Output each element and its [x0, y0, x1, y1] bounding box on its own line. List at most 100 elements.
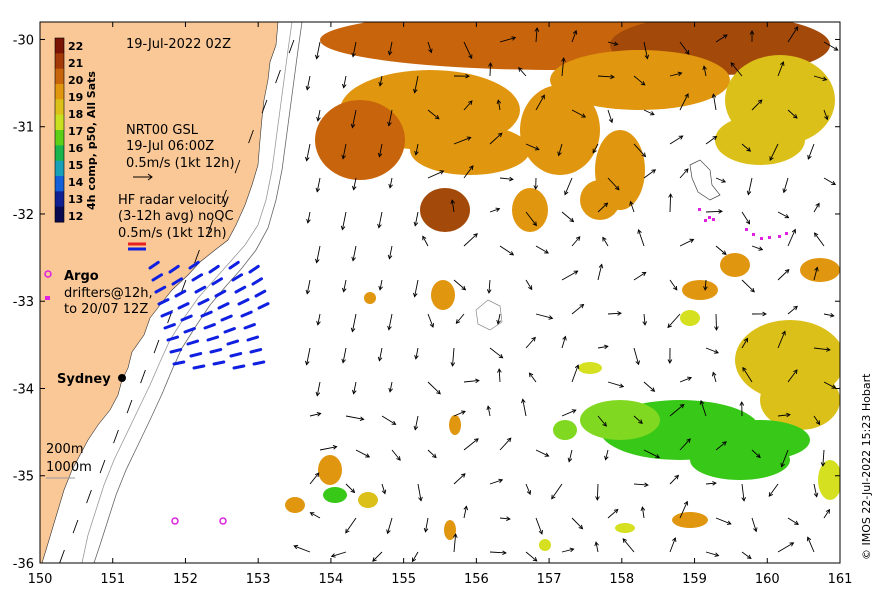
current-arrow: [679, 41, 690, 55]
current-arrow: [234, 159, 241, 174]
current-arrow: [730, 62, 743, 77]
colorbar-tick-label: 13: [68, 193, 83, 206]
current-arrow: [571, 517, 583, 529]
current-arrow: [381, 415, 396, 425]
current-arrow: [813, 75, 827, 81]
current-arrowhead: [784, 214, 790, 219]
argo-float: [171, 517, 179, 525]
colorbar-segment: [55, 114, 64, 131]
current-arrowhead: [642, 321, 648, 326]
current-arrow: [669, 537, 676, 553]
current-arrowhead: [603, 344, 609, 350]
gsl-scale: 0.5m/s (1kt 12h): [126, 156, 235, 171]
hf-vector: [203, 323, 216, 330]
colorbar-segment: [55, 84, 64, 100]
current-arrow: [388, 109, 393, 126]
current-arrowhead: [575, 236, 581, 241]
current-arrow: [787, 26, 799, 43]
current-arrow: [425, 517, 429, 532]
current-arrowhead: [750, 287, 755, 293]
current-arrow: [823, 313, 834, 317]
current-arrowhead: [468, 100, 473, 106]
isobath-200m: [81, 22, 293, 563]
current-arrowhead: [381, 489, 387, 495]
lat-tick-label: -33: [13, 295, 34, 310]
current-arrowhead: [721, 250, 727, 255]
current-arrow: [679, 377, 692, 383]
current-arrowhead: [506, 516, 511, 521]
current-arrow: [571, 364, 579, 383]
current-arrow: [597, 75, 614, 78]
current-arrowhead: [831, 180, 837, 186]
current-arrowhead: [475, 378, 480, 384]
hf-vector: [192, 364, 206, 370]
sst-patch: [682, 280, 718, 300]
current-arrowhead: [578, 524, 584, 530]
current-arrow: [561, 211, 574, 222]
hf-vector: [214, 289, 227, 298]
current-arrow: [525, 337, 536, 349]
current-arrow: [59, 549, 65, 563]
current-arrowhead: [793, 305, 798, 311]
current-arrow: [489, 347, 503, 359]
seamount-outline: [475, 299, 503, 331]
current-arrowhead: [548, 315, 554, 320]
current-arrow: [715, 34, 728, 43]
current-arrow: [597, 415, 607, 427]
current-arrowhead: [677, 71, 683, 77]
current-arrow: [489, 132, 503, 145]
current-arrowhead: [674, 474, 680, 480]
depth-1000-label: 1000m: [46, 460, 92, 475]
current-arrow: [86, 489, 92, 504]
current-arrowhead: [305, 85, 311, 91]
current-arrowhead: [496, 99, 502, 105]
current-arrowhead: [712, 135, 718, 141]
drifters-line2: to 20/07 12Z: [64, 302, 148, 317]
current-arrowhead: [699, 399, 705, 405]
lon-tick-label: 161: [828, 572, 853, 587]
current-arrowhead: [386, 529, 391, 535]
current-arrowhead: [617, 311, 622, 316]
current-arrow: [607, 177, 620, 191]
current-arrowhead: [641, 271, 647, 277]
current-arrow: [561, 270, 578, 281]
current-arrow: [561, 336, 566, 349]
current-arrow: [453, 279, 466, 291]
current-arrow: [415, 143, 419, 155]
current-arrowhead: [667, 323, 672, 329]
current-arrow: [316, 381, 321, 396]
current-arrowhead: [316, 320, 321, 326]
current-arrowhead: [739, 401, 745, 406]
hf-scale: 0.5m/s (1kt 12h): [118, 226, 227, 241]
current-arrowhead: [614, 185, 620, 191]
current-arrow: [275, 69, 281, 84]
colorbar-title: 4h comp, p50, All Sats: [85, 71, 98, 210]
current-arrow: [643, 169, 656, 179]
current-arrowhead: [758, 246, 764, 251]
current-arrow: [823, 41, 838, 51]
current-arrowhead: [330, 553, 336, 558]
current-arrow: [787, 369, 798, 383]
current-arrowhead: [668, 193, 673, 198]
current-arrowhead: [305, 360, 310, 366]
current-arrow: [561, 409, 576, 417]
current-arrowhead: [315, 391, 321, 397]
colorbar-tick-label: 21: [68, 57, 83, 70]
current-arrowhead: [473, 233, 478, 238]
sst-patch: [800, 258, 840, 282]
current-arrowhead: [793, 369, 798, 374]
longitude-axis: 150 151 152 153 154 155 156 157 158 159 160 161: [28, 22, 853, 587]
hf-vector: [251, 277, 264, 286]
current-arrow: [378, 211, 383, 228]
hf-vector: [208, 264, 220, 274]
current-arrowhead: [414, 150, 419, 156]
current-arrow: [463, 233, 478, 247]
current-arrowhead: [594, 541, 599, 547]
current-arrowhead: [569, 547, 575, 553]
current-arrow: [571, 109, 586, 118]
current-arrow: [463, 100, 473, 111]
current-arrow: [378, 143, 383, 157]
current-arrowhead: [569, 217, 575, 223]
current-arrowhead: [629, 200, 634, 206]
current-arrow: [309, 413, 321, 417]
